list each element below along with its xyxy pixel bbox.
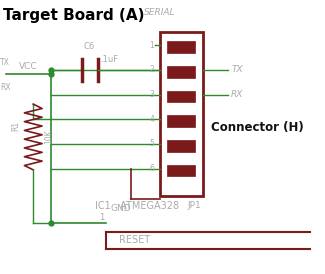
Text: Target Board (A): Target Board (A) (3, 8, 145, 23)
Text: 3: 3 (149, 90, 154, 99)
Text: IC1   ATMEGA328: IC1 ATMEGA328 (95, 201, 179, 211)
Text: VCC: VCC (19, 62, 38, 71)
Text: GND: GND (111, 204, 131, 213)
Text: 2: 2 (150, 65, 154, 74)
Text: .1uF: .1uF (100, 55, 118, 64)
Text: 5: 5 (149, 139, 154, 148)
Text: RX: RX (0, 83, 11, 92)
Bar (167, 41, 195, 53)
Bar (167, 115, 195, 127)
Text: RESET: RESET (119, 235, 150, 246)
Text: 1: 1 (150, 41, 154, 50)
Text: C6: C6 (84, 42, 95, 51)
Text: TX: TX (231, 65, 243, 74)
Text: 4: 4 (149, 115, 154, 124)
Text: Connector (H): Connector (H) (211, 121, 303, 134)
Text: R1: R1 (11, 121, 20, 131)
Bar (167, 91, 195, 102)
Text: 1: 1 (99, 213, 104, 222)
Text: 10K: 10K (44, 130, 53, 144)
Text: TX: TX (0, 58, 10, 67)
Bar (167, 140, 195, 152)
Bar (167, 165, 195, 176)
Text: RX: RX (231, 90, 243, 99)
Text: SERIAL: SERIAL (144, 8, 176, 17)
Bar (167, 66, 195, 78)
Text: 6: 6 (149, 164, 154, 173)
Text: JP1: JP1 (187, 201, 201, 210)
Bar (160, 32, 203, 196)
